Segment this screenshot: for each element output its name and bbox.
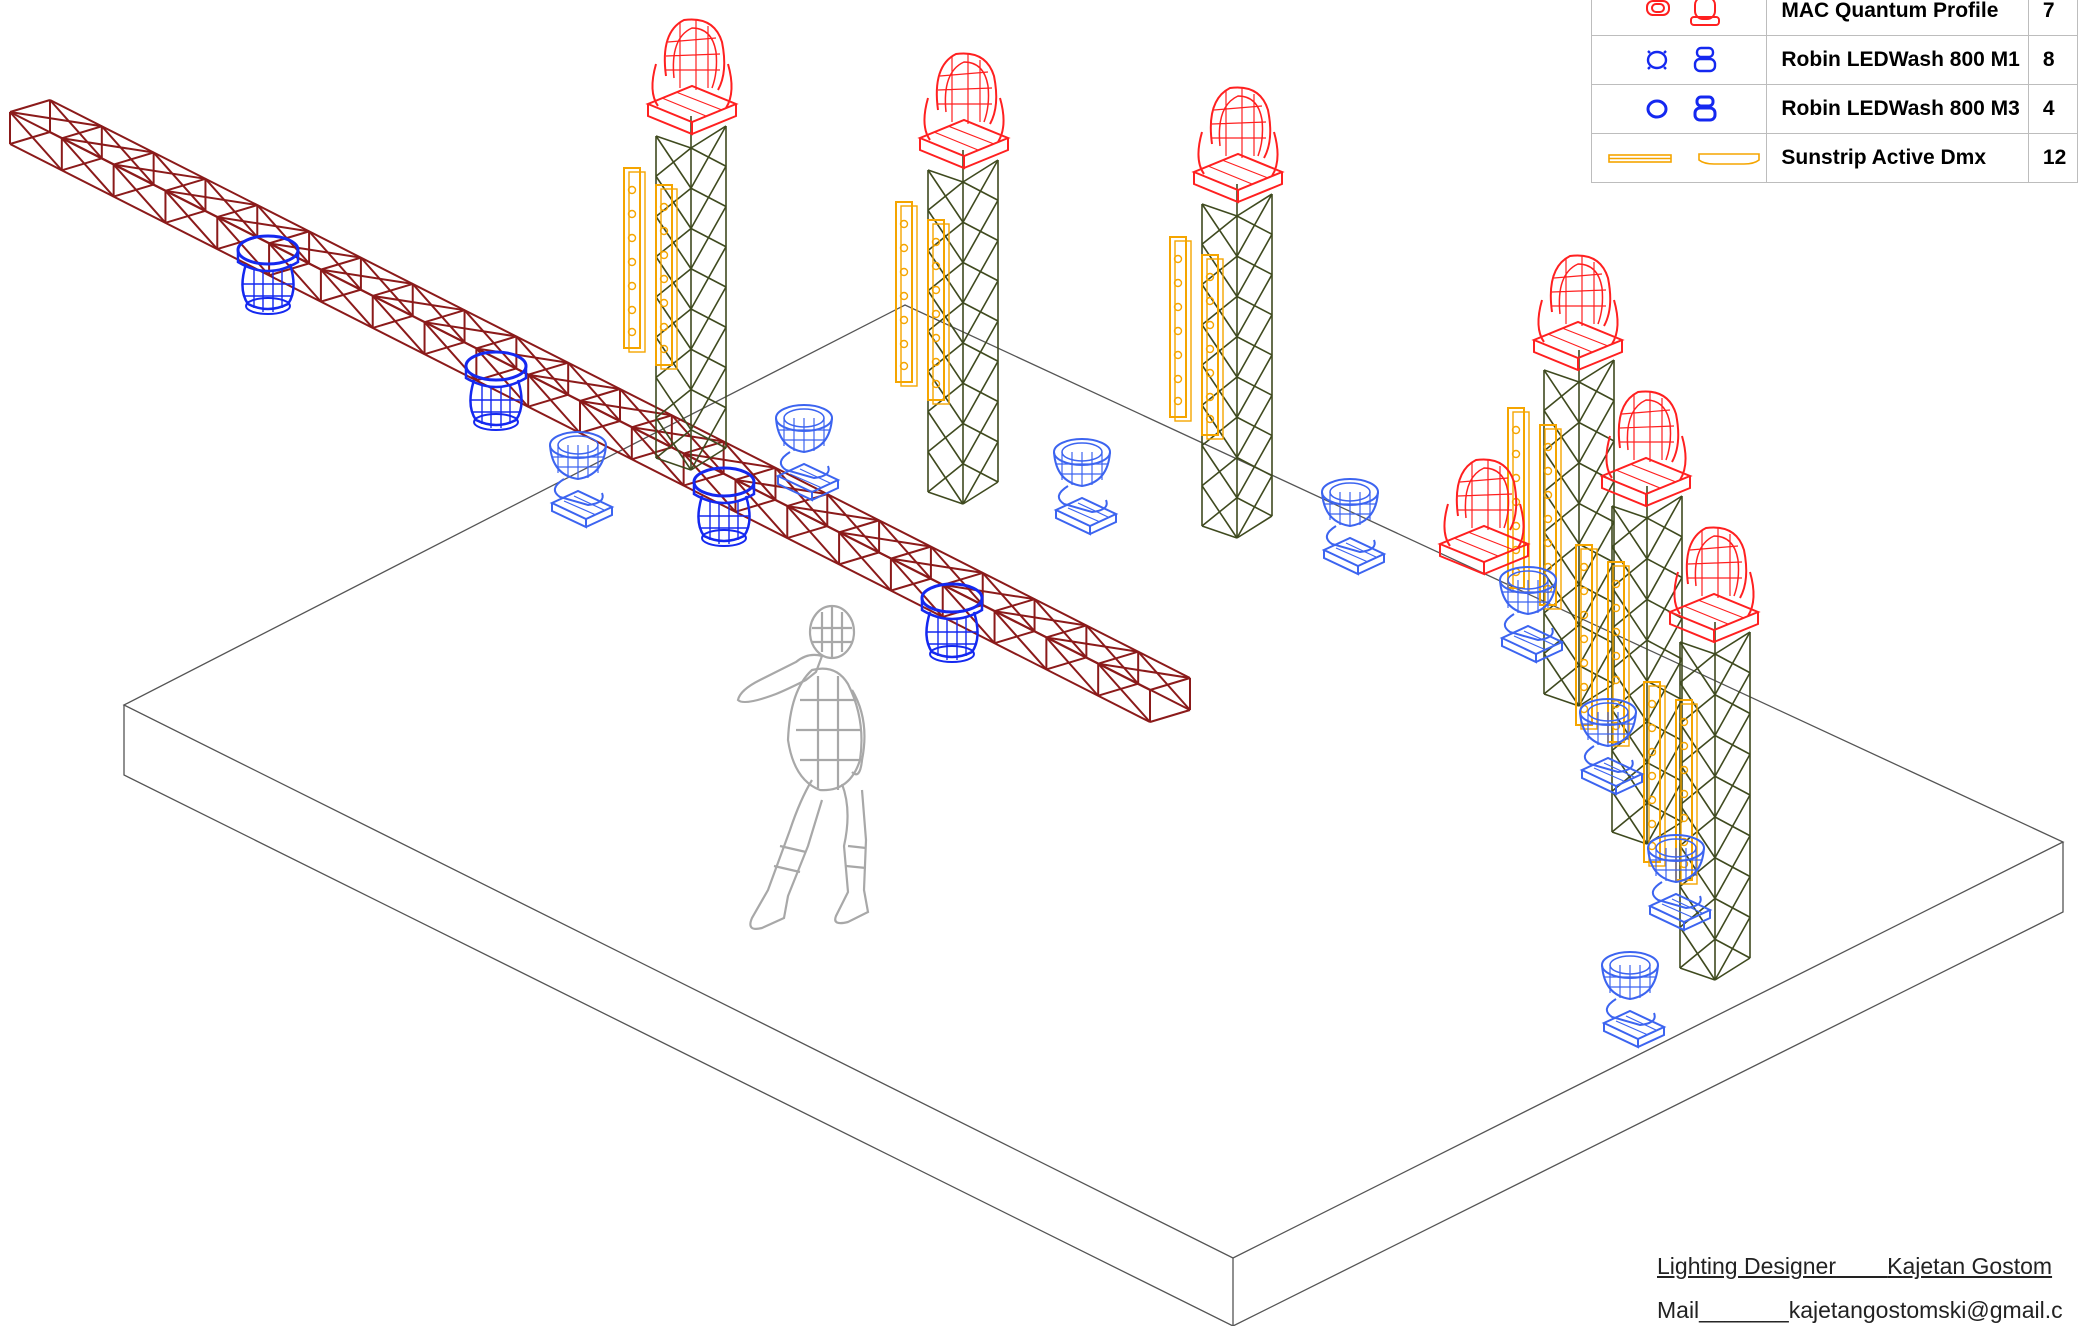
floor-wash-8 xyxy=(1601,951,1665,1048)
wash-moving-head-icon xyxy=(1646,46,1717,73)
profile-2 xyxy=(919,52,1009,169)
legend-fixture-name: Robin LEDWash 800 M3 xyxy=(1766,84,2029,134)
main-truss xyxy=(9,99,1191,723)
legend-symbol xyxy=(1590,0,1768,36)
legend-row: Robin LEDWash 800 M1 8 xyxy=(1590,35,2078,85)
designer-label: Lighting Designer xyxy=(1657,1253,1837,1279)
sunstrip-icon xyxy=(1608,153,1760,165)
floor-wash-5 xyxy=(1499,566,1563,663)
mail-line: _______ xyxy=(1699,1297,1789,1323)
legend-fixture-name: Robin LEDWash 800 M1 xyxy=(1766,35,2029,85)
fixture-legend-table: MAC Quantum Profile 7 Robin LEDWash 800 … xyxy=(1590,0,2078,183)
legend-fixture-qty: 4 xyxy=(2027,84,2078,134)
stage-platform xyxy=(122,304,2065,1326)
mannequin-figure xyxy=(736,604,870,930)
legend-fixture-name: MAC Quantum Profile xyxy=(1766,0,2029,36)
wash-moving-head-icon xyxy=(1646,95,1717,122)
legend-row: MAC Quantum Profile 7 xyxy=(1590,0,2078,36)
sunstrip-7 xyxy=(1507,407,1530,593)
floor-wash-fixtures xyxy=(549,404,1711,1048)
legend-symbol xyxy=(1590,84,1768,134)
tower-trusses xyxy=(655,116,1751,981)
floor-wash-2 xyxy=(775,404,839,501)
legend-symbol xyxy=(1590,133,1768,183)
sunstrip-3 xyxy=(895,201,918,387)
profile-6 xyxy=(1439,458,1529,575)
profile-3 xyxy=(1193,86,1283,203)
legend-symbol xyxy=(1590,35,1768,85)
sunstrip-5 xyxy=(1169,236,1192,422)
floor-wash-3 xyxy=(1053,438,1117,535)
legend-fixture-qty: 7 xyxy=(2027,0,2078,36)
floor-wash-4 xyxy=(1321,478,1385,575)
legend-fixture-qty: 12 xyxy=(2027,133,2078,183)
profile-moving-head-icon xyxy=(1646,0,1721,26)
legend-row: Sunstrip Active Dmx 12 xyxy=(1590,133,2078,183)
legend-row: Robin LEDWash 800 M3 4 xyxy=(1590,84,2078,134)
mail-credit: Mail_______kajetangostomski@gmail.c xyxy=(1657,1297,2063,1324)
designer-credit: Lighting Designer Kajetan Gostom xyxy=(1657,1253,2052,1280)
floor-wash-1 xyxy=(549,431,613,528)
designer-gap xyxy=(1836,1253,1887,1279)
floor-wash-6 xyxy=(1579,698,1643,795)
sunstrip-fixtures xyxy=(623,167,1698,885)
mail-value: kajetangostomski@gmail.c xyxy=(1788,1297,2063,1323)
profile-4 xyxy=(1533,254,1623,371)
designer-name: Kajetan Gostom xyxy=(1887,1253,2053,1279)
legend-fixture-qty: 8 xyxy=(2027,35,2078,85)
profile-1 xyxy=(647,18,737,135)
mail-label: Mail xyxy=(1657,1297,1700,1323)
sunstrip-1 xyxy=(623,167,646,353)
legend-fixture-name: Sunstrip Active Dmx xyxy=(1766,133,2029,183)
floor-wash-7 xyxy=(1647,834,1711,931)
profile-5 xyxy=(1601,390,1691,507)
profile-7 xyxy=(1669,526,1759,643)
